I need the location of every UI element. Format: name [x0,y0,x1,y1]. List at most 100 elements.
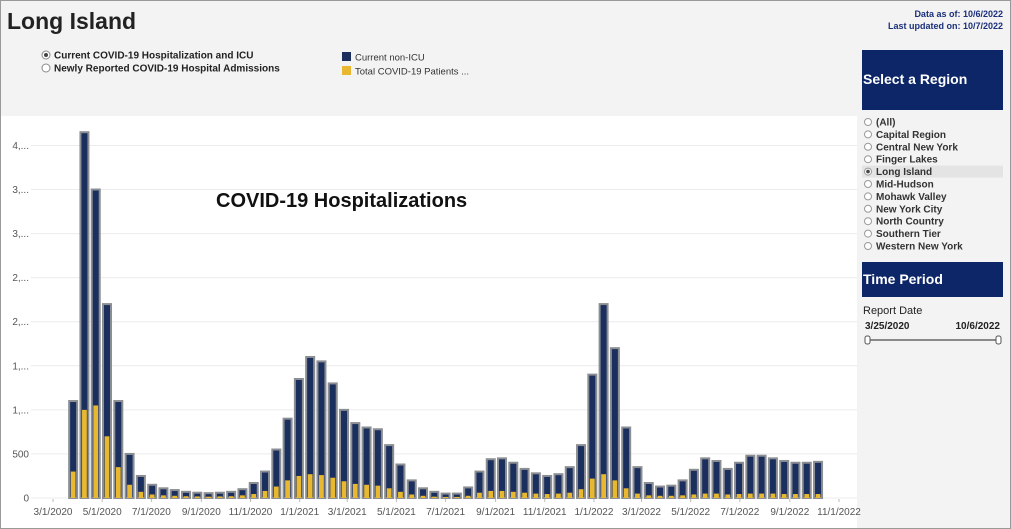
bar-overlay [375,485,381,498]
radio[interactable] [41,63,51,73]
region-header [862,50,1003,110]
bar-overlay [793,494,798,498]
slider-start[interactable] [864,335,871,345]
bar-overlay [601,474,607,498]
bar [801,461,812,499]
bar-overlay [273,486,279,498]
bar-overlay [285,480,290,498]
bar-overlay [319,475,324,498]
bar-overlay [307,474,313,498]
x-tick-label: 9/1/2020 [182,507,221,518]
bar-overlay [623,488,629,498]
region-option[interactable]: Mohawk Valley [876,192,947,203]
measure-option[interactable]: Newly Reported COVID-19 Hospital Admissi… [54,64,280,75]
x-tick-label: 3/1/2021 [328,507,367,518]
slider-end[interactable] [995,335,1002,345]
radio[interactable] [864,130,872,139]
bar-overlay [612,480,618,498]
bar-overlay [341,481,347,498]
region-option[interactable]: Central New York [876,142,958,153]
bar-overlay [499,490,505,498]
bar-overlay [544,494,550,498]
chart-title: COVID-19 Hospitalizations [216,190,467,212]
region-option[interactable]: North Country [876,217,944,228]
legend-label: Current non-ICU [355,53,425,64]
bar-overlay [747,493,753,498]
bar-overlay [386,488,392,498]
bar-overlay [251,494,257,498]
last-updated: Last updated on: 10/7/2022 [888,21,1003,31]
bar-overlay [296,475,302,498]
bar-overlay [702,493,708,498]
y-tick-label: 3,... [12,185,29,196]
bar [621,426,632,499]
radio[interactable] [864,217,872,226]
x-tick-label: 9/1/2021 [476,507,515,518]
region-option[interactable]: Finger Lakes [876,155,938,166]
radio[interactable] [864,180,872,188]
bar-overlay [465,495,471,498]
bar-overlay [364,484,369,498]
bar [711,459,722,499]
y-tick-label: 0 [23,494,29,505]
bar-overlay [770,493,776,498]
bar-overlay [691,494,697,498]
bar [722,467,733,499]
radio[interactable] [864,229,872,238]
page-title: Long Island [7,8,136,34]
region-option[interactable]: Southern Tier [876,229,941,240]
bar [813,460,824,500]
bar-overlay [567,492,573,498]
bar-overlay [240,495,245,498]
radio[interactable] [864,242,872,250]
bar-overlay [398,491,403,498]
bar-overlay [70,471,76,498]
radio-dot [44,53,48,57]
x-tick-label: 11/1/2020 [229,507,273,518]
radio[interactable] [864,155,872,164]
time-title: Time Period [863,271,943,287]
bar-overlay [533,493,539,498]
bar-overlay [149,494,155,498]
region-option[interactable]: New York City [876,204,943,215]
bar-overlay [420,495,426,498]
bar-overlay [522,492,527,498]
bar-overlay [228,496,234,498]
x-tick-label: 1/1/2022 [574,507,613,518]
region-option[interactable]: Capital Region [876,130,946,141]
report-date-label: Report Date [863,305,922,317]
radio[interactable] [864,204,872,213]
bar-overlay [409,494,415,498]
region-option[interactable]: Mid-Hudson [876,180,934,191]
data-as-of: Data as of: 10/6/2022 [914,9,1003,19]
bar-overlay [556,493,561,498]
bar-overlay [736,494,742,498]
radio[interactable] [864,118,872,126]
radio[interactable] [864,142,872,151]
radio[interactable] [864,192,872,201]
bar-overlay [183,496,189,498]
region-option[interactable]: (All) [876,118,895,129]
y-tick-label: 2,... [12,317,29,328]
bar-overlay [589,478,595,498]
x-tick-label: 3/1/2022 [622,507,661,518]
y-tick-label: 2,... [12,273,29,284]
chart: COVID-19 Hospitalizations 0 500 1,... 1,...… [12,131,861,518]
y-tick-label: 1,... [12,405,29,416]
x-tick-label: 1/1/2021 [280,507,319,518]
region-highlight [862,165,1003,178]
bar [745,454,756,499]
bar-overlay [815,494,821,498]
bar-overlay [725,494,731,498]
bar-overlay [172,495,178,498]
bar [632,466,643,499]
region-option[interactable]: Long Island [876,167,932,178]
x-tick-label: 9/1/2022 [770,507,809,518]
x-tick-label: 5/1/2021 [377,507,416,518]
radio-dot [866,169,870,174]
bar [779,459,790,499]
y-tick-label: 4,... [12,141,29,152]
region-option[interactable]: Western New York [876,242,963,253]
time-header [862,262,1003,297]
measure-option[interactable]: Current COVID-19 Hospitalization and ICU [54,51,253,62]
